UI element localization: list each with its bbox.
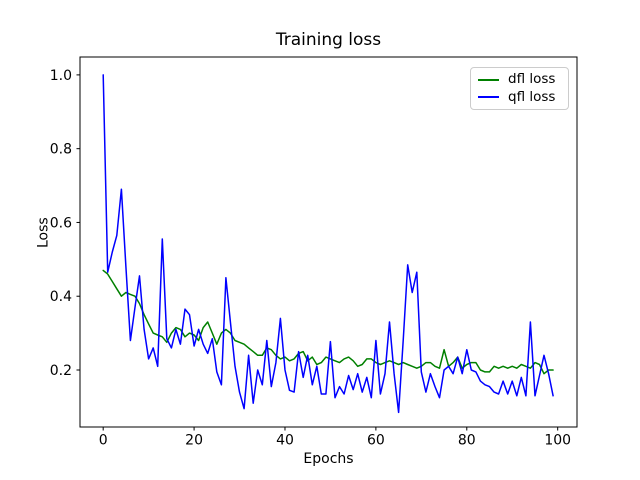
y-axis-label: Loss <box>35 217 52 248</box>
y-tick-label: 0.6 <box>50 215 72 231</box>
axes-spines <box>79 56 578 428</box>
legend-entry-qfl: qfl loss <box>478 88 561 105</box>
x-tick-label: 80 <box>458 433 476 449</box>
qfl-loss-line <box>102 74 554 414</box>
legend-label-qfl: qfl loss <box>508 88 556 105</box>
dfl-line-sample-icon <box>478 78 499 81</box>
qfl-line-sample-icon <box>478 96 499 99</box>
x-tick-label: 100 <box>544 433 571 449</box>
legend-label-dfl: dfl loss <box>508 71 556 87</box>
y-tick-label: 1.0 <box>50 68 72 84</box>
y-tick-label: 0.8 <box>50 142 72 158</box>
y-tick-label: 0.4 <box>50 289 72 305</box>
dfl-loss-line <box>102 269 554 375</box>
chart-title: Training loss <box>275 30 382 50</box>
legend-entry-dfl: dfl loss <box>478 71 561 87</box>
x-tick-label: 20 <box>185 433 203 449</box>
y-tick-label: 0.2 <box>50 363 72 379</box>
legend: dfl loss qfl loss <box>470 67 569 110</box>
x-tick-label: 0 <box>99 433 108 449</box>
x-tick-label: 40 <box>276 433 294 449</box>
x-axis-label: Epochs <box>303 451 354 467</box>
x-tick-label: 60 <box>367 433 385 449</box>
